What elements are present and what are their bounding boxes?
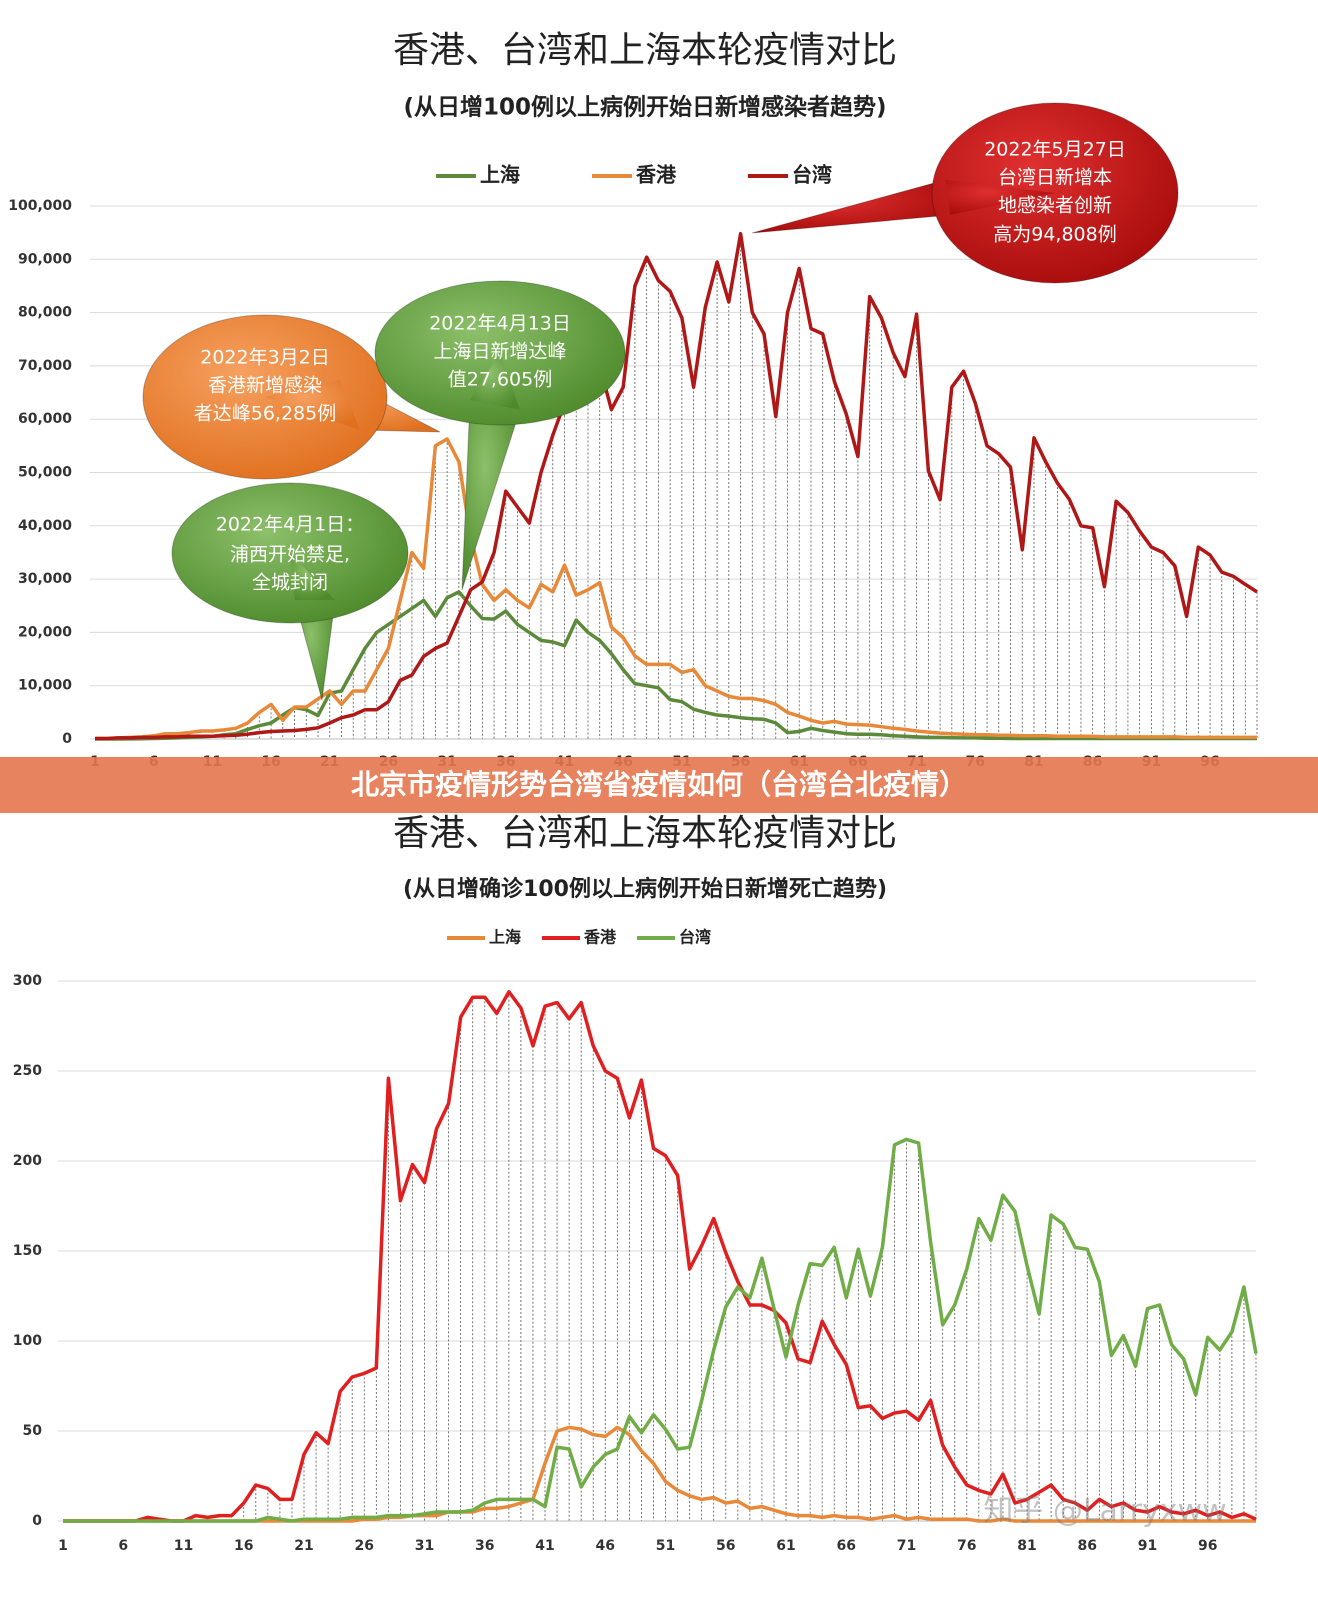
y-tick-label: 100,000 bbox=[8, 198, 72, 214]
x-tick-label: 56 bbox=[716, 1538, 735, 1554]
y-tick-label: 50 bbox=[23, 1423, 43, 1439]
x-tick-label: 46 bbox=[596, 1538, 615, 1554]
callout-text: 2022年5月27日 bbox=[984, 139, 1126, 161]
legend-label: 台湾 bbox=[679, 928, 711, 947]
x-tick-label: 86 bbox=[1078, 1538, 1097, 1554]
y-tick-label: 50,000 bbox=[18, 465, 72, 481]
x-tick-label: 61 bbox=[776, 1538, 795, 1554]
legend-label: 上海 bbox=[480, 163, 520, 187]
callout-tail-joint bbox=[470, 353, 520, 410]
y-tick-label: 100 bbox=[13, 1333, 42, 1349]
callout-text: 值27,605例 bbox=[448, 369, 552, 391]
x-tick-label: 91 bbox=[1138, 1538, 1157, 1554]
callout-text: 2022年4月13日 bbox=[429, 313, 571, 335]
callout-text: 全城封闭 bbox=[252, 572, 328, 594]
legend-label: 上海 bbox=[489, 928, 521, 947]
x-tick-label: 36 bbox=[475, 1538, 494, 1554]
callout-tail-joint bbox=[290, 553, 335, 600]
callout-tail-joint bbox=[265, 380, 360, 430]
y-tick-label: 60,000 bbox=[18, 411, 72, 427]
x-tick-label: 16 bbox=[234, 1538, 253, 1554]
y-tick-label: 200 bbox=[13, 1153, 42, 1169]
x-tick-label: 96 bbox=[1198, 1538, 1217, 1554]
y-tick-label: 70,000 bbox=[18, 358, 72, 374]
callout-text: 上海日新增达峰 bbox=[433, 341, 566, 363]
x-tick-label: 11 bbox=[174, 1538, 193, 1554]
x-tick-label: 76 bbox=[957, 1538, 976, 1554]
legend-label: 台湾 bbox=[792, 163, 832, 187]
y-tick-label: 0 bbox=[62, 731, 72, 747]
x-tick-label: 1 bbox=[58, 1538, 68, 1554]
chart-subtitle: (从日增100例以上病例开始日新增感染者趋势) bbox=[403, 94, 886, 121]
series-line bbox=[95, 437, 1257, 741]
legend-label: 香港 bbox=[583, 928, 617, 947]
y-tick-label: 20,000 bbox=[18, 624, 72, 640]
y-tick-label: 250 bbox=[13, 1063, 42, 1079]
banner-background bbox=[0, 757, 1318, 813]
callout-text: 高为94,808例 bbox=[993, 224, 1116, 246]
callout-tail-joint bbox=[945, 180, 1055, 215]
x-tick-label: 21 bbox=[294, 1538, 313, 1554]
callout-text: 香港新增感染 bbox=[208, 375, 322, 397]
series-line bbox=[63, 1137, 1258, 1523]
callout-text: 者达峰56,285例 bbox=[194, 403, 336, 425]
x-tick-label: 41 bbox=[535, 1538, 554, 1554]
x-tick-label: 51 bbox=[656, 1538, 675, 1554]
callout-text: 浦西开始禁足, bbox=[230, 544, 350, 566]
callout-text: 2022年3月2日 bbox=[200, 347, 330, 369]
y-tick-label: 90,000 bbox=[18, 251, 72, 267]
x-tick-label: 66 bbox=[837, 1538, 856, 1554]
callout-text: 地感染者创新 bbox=[998, 195, 1112, 217]
callout-text: 台湾日新增本 bbox=[998, 167, 1112, 189]
y-tick-label: 300 bbox=[13, 973, 42, 989]
x-tick-label: 6 bbox=[118, 1538, 128, 1554]
x-tick-label: 26 bbox=[355, 1538, 374, 1554]
banner-text: 北京市疫情形势台湾省疫情如何（台湾台北疫情） bbox=[351, 768, 967, 801]
chart-title: 香港、台湾和上海本轮疫情对比 bbox=[393, 30, 897, 71]
y-tick-label: 40,000 bbox=[18, 518, 72, 534]
y-tick-label: 0 bbox=[32, 1513, 42, 1529]
watermark: 知乎 @Larryxww bbox=[983, 1494, 1226, 1529]
x-tick-label: 71 bbox=[897, 1538, 916, 1554]
y-tick-label: 150 bbox=[13, 1243, 42, 1259]
chart-title: 香港、台湾和上海本轮疫情对比 bbox=[393, 813, 897, 854]
callout-text: 2022年4月1日： bbox=[216, 514, 365, 536]
x-tick-label: 81 bbox=[1017, 1538, 1036, 1554]
chart-subtitle: (从日增确诊100例以上病例开始日新增死亡趋势) bbox=[403, 876, 887, 902]
legend-label: 香港 bbox=[636, 163, 677, 187]
series-line bbox=[63, 990, 1257, 1523]
y-tick-label: 10,000 bbox=[18, 678, 72, 694]
y-tick-label: 30,000 bbox=[18, 571, 72, 587]
y-tick-label: 80,000 bbox=[18, 305, 72, 321]
x-tick-label: 31 bbox=[415, 1538, 434, 1554]
series-line bbox=[95, 231, 1258, 741]
